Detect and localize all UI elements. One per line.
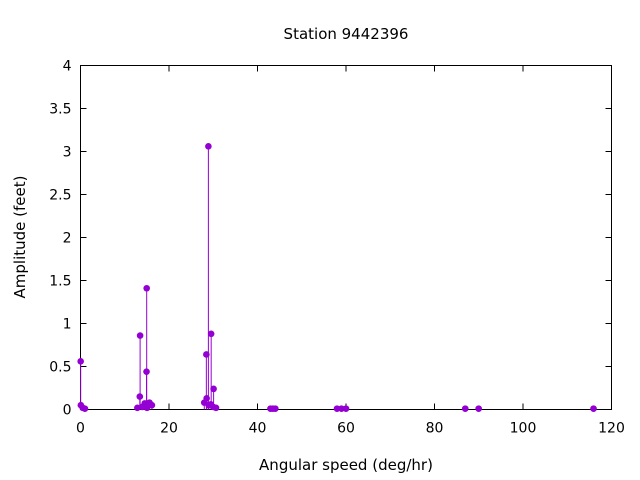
data-point <box>205 143 212 150</box>
y-tick-label: 3.5 <box>49 102 71 118</box>
x-tick-label: 60 <box>337 421 355 437</box>
data-point <box>207 330 215 338</box>
data-point <box>342 405 350 412</box>
x-axis-title: Angular speed (deg/hr) <box>259 456 433 474</box>
y-tick-label: 2 <box>63 231 72 247</box>
x-tick-label: 80 <box>426 421 444 437</box>
data-point <box>143 368 150 375</box>
y-tick-label: 2.5 <box>49 188 71 204</box>
x-tick-label: 100 <box>510 421 537 437</box>
y-axis-title: Amplitude (feet) <box>11 176 29 299</box>
data-point <box>143 284 150 292</box>
data-point <box>136 393 144 400</box>
plot-frame <box>80 65 612 410</box>
y-tick-label: 1 <box>63 317 72 333</box>
data-point <box>203 395 210 402</box>
data-point <box>210 385 217 393</box>
x-tick-label: 120 <box>598 421 625 437</box>
data-point <box>136 332 144 339</box>
data-point <box>338 405 345 412</box>
data-point <box>148 401 156 409</box>
data-point <box>212 404 220 412</box>
axis-tick-labels: 0 20 40 60 80 100 120 0 0.5 1 1.5 2 2.5 3 3.5 4 <box>49 59 625 437</box>
data-point <box>475 405 482 412</box>
data-point <box>81 405 89 412</box>
y-tick-label: 1.5 <box>49 274 71 290</box>
data-point <box>143 404 151 412</box>
data-points <box>77 143 597 412</box>
y-tick-label: 0.5 <box>49 360 71 376</box>
x-tick-label: 0 <box>76 421 85 437</box>
y-tick-label: 4 <box>63 59 72 75</box>
y-tick-label: 0 <box>63 403 72 419</box>
data-point <box>203 351 210 358</box>
data-point <box>590 405 597 412</box>
y-tick-label: 3 <box>63 145 72 161</box>
data-point <box>272 405 279 412</box>
data-point <box>461 405 469 412</box>
x-tick-label: 40 <box>249 421 267 437</box>
chart-title: Station 9442396 <box>284 25 409 43</box>
x-tick-label: 20 <box>160 421 178 437</box>
data-point <box>77 358 84 365</box>
impulse-lines <box>80 146 595 410</box>
axis-ticks <box>80 65 612 410</box>
